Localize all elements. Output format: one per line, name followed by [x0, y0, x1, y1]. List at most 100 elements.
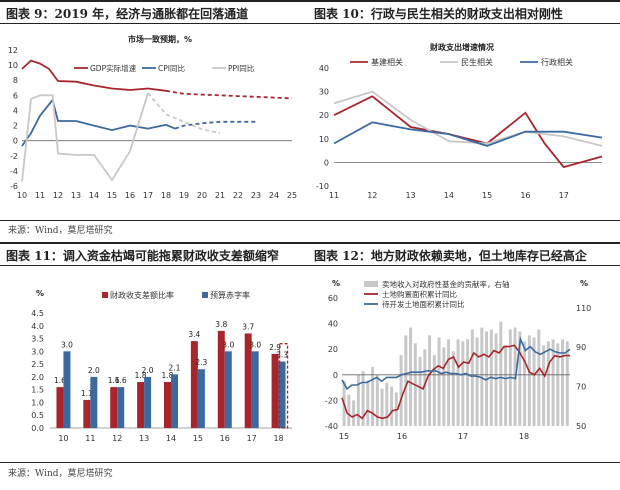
fig12-bar	[404, 335, 408, 426]
fig11-xtick-label: 10	[58, 434, 68, 443]
fig12-ytick-label: 0	[333, 371, 338, 380]
fig11-legend-swatch	[202, 292, 208, 298]
fig11-bar-blue	[117, 387, 125, 428]
fig12-bar	[352, 400, 356, 426]
fig11-bar-red	[217, 330, 225, 428]
fig11-ytick-label: 2.0	[31, 373, 44, 382]
fig11-ytick-label: 4.0	[31, 322, 44, 331]
fig12-legend-label: 待开发土地面积累计同比	[382, 299, 465, 309]
fig9-xtick-label: 20	[197, 191, 207, 200]
fig11-bar-red	[56, 387, 64, 428]
fig10-ytick-label: -10	[316, 182, 329, 191]
fig9-xtick-label: 19	[179, 191, 189, 200]
fig9-xtick-label: 21	[215, 191, 225, 200]
fig11-ytick-label: 1.0	[31, 398, 44, 407]
fig12-bar	[499, 321, 503, 426]
fig11-data-label: 1.6	[108, 376, 120, 385]
fig11-bar-blue	[171, 374, 178, 428]
fig11-data-label: 1.1	[81, 389, 93, 398]
fig10-xtick-label: 11	[329, 191, 339, 200]
fig11-ytick-label: 0.0	[31, 424, 44, 433]
fig12-ytick-label: 20	[328, 345, 338, 354]
fig12-bar	[461, 341, 465, 426]
fig11-header: 图表 11：调入资金枯竭可能拖累财政收支差额缩窄 图表 12：地方财政依赖卖地，…	[0, 242, 620, 266]
fig12-bar	[356, 374, 360, 426]
fig11-bar-blue	[144, 376, 152, 428]
fig11-xtick-label: 12	[112, 434, 122, 443]
fig11-bar-blue	[197, 369, 205, 428]
fig12-bar	[375, 374, 379, 426]
fig12-bar	[437, 337, 441, 426]
fig11-data-label: 2.0	[142, 366, 154, 375]
fig11-data-label: 1.6	[54, 376, 66, 385]
fig12-bar	[361, 370, 365, 426]
fig12-bar	[475, 337, 479, 426]
fig9-xtick-label: 23	[251, 191, 261, 200]
fig9-line-blue	[21, 97, 176, 147]
fig11-ytick-label: 3.0	[31, 347, 44, 356]
fig12-xtick-label: 17	[458, 432, 468, 441]
fig12-bar	[542, 345, 546, 426]
fig9-legend-label: CPI同比	[158, 63, 185, 73]
fig11-data-label: 3.0	[249, 340, 261, 349]
fig12-xtick-label: 15	[339, 432, 349, 441]
fig12-bar	[527, 335, 531, 426]
fig11-data-label: 1.6	[115, 376, 127, 385]
fig10-legend-label: 基建相关	[371, 57, 403, 67]
fig11-ytick-label: 0.5	[31, 411, 44, 420]
fig12-bar	[347, 394, 351, 426]
source-bottom: 来源：Wind，莫尼塔研究	[8, 469, 113, 479]
fig11-legend-label: 预算赤字率	[210, 290, 250, 300]
fig11-data-label: 3.0	[222, 340, 234, 349]
fig9-xtick-label: 17	[143, 191, 153, 200]
fig12-bar	[366, 380, 370, 426]
fig12-bar	[409, 327, 413, 426]
fig10-xtick-label: 14	[444, 191, 454, 200]
fig12-bar	[518, 331, 522, 426]
fig10-chart-title: 财政支出增速情况	[429, 42, 494, 52]
fig9-ytick-label: -2	[10, 152, 18, 161]
fig11-xtick-label: 17	[247, 434, 257, 443]
fig11-bar-red	[164, 382, 171, 428]
fig10-ytick-label: 30	[319, 88, 329, 97]
fig11-bar-red	[110, 387, 118, 428]
fig9-xtick-label: 15	[107, 191, 117, 200]
fig9-ytick-label: 6	[13, 91, 18, 100]
fig12-line-blue	[341, 335, 571, 391]
fig9-xtick-label: 12	[53, 191, 63, 200]
fig9-ytick-label: 2	[13, 122, 18, 131]
fig11-yunit: %	[36, 289, 44, 298]
fig9-chart-title: 市场一致预期，%	[128, 34, 192, 44]
fig11-xtick-label: 14	[166, 434, 176, 443]
fig9-ytick-label: 4	[13, 106, 18, 115]
fig9-ytick-label: 8	[13, 76, 18, 85]
fig12-bar	[565, 341, 569, 426]
fig10-ytick-label: 10	[319, 135, 329, 144]
fig12-xtick-label: 16	[397, 432, 407, 441]
fig12-bar	[456, 339, 460, 426]
fig10-legend-label: 民生相关	[461, 57, 493, 67]
fig9-xtick-label: 16	[125, 191, 135, 200]
fig9-line-gray	[21, 92, 149, 182]
fig12-y2tick-label: 50	[576, 422, 586, 431]
fig9-xtick-label: 25	[287, 191, 297, 200]
fig10-ytick-label: 0	[324, 158, 329, 167]
fig10-xtick-label: 15	[482, 191, 492, 200]
fig9-ytick-label: -4	[10, 167, 18, 176]
fig9-xtick-label: 24	[269, 191, 279, 200]
fig11-ytick-label: 1.5	[31, 386, 44, 395]
fig11-data-label: 3.4	[188, 330, 200, 339]
fig12-ytick-label: -20	[325, 396, 338, 405]
fig12-ytick-label: 60	[328, 294, 338, 303]
fig9-header: 图表 9：2019 年，经济与通胀都在回落通道 图表 10：行政与民生相关的财政…	[0, 0, 620, 24]
fig12-bar	[451, 351, 455, 426]
fig12-bar	[418, 357, 422, 426]
fig12-y2tick-label: 110	[576, 304, 591, 313]
fig9-ytick-label: 10	[8, 61, 18, 70]
fig9-xtick-label: 10	[17, 191, 27, 200]
fig9-ytick-label: 12	[8, 46, 18, 55]
fig12-bar	[556, 343, 560, 426]
fig12-legend-swatch	[364, 281, 378, 287]
fig12-xtick-label: 18	[519, 432, 529, 441]
